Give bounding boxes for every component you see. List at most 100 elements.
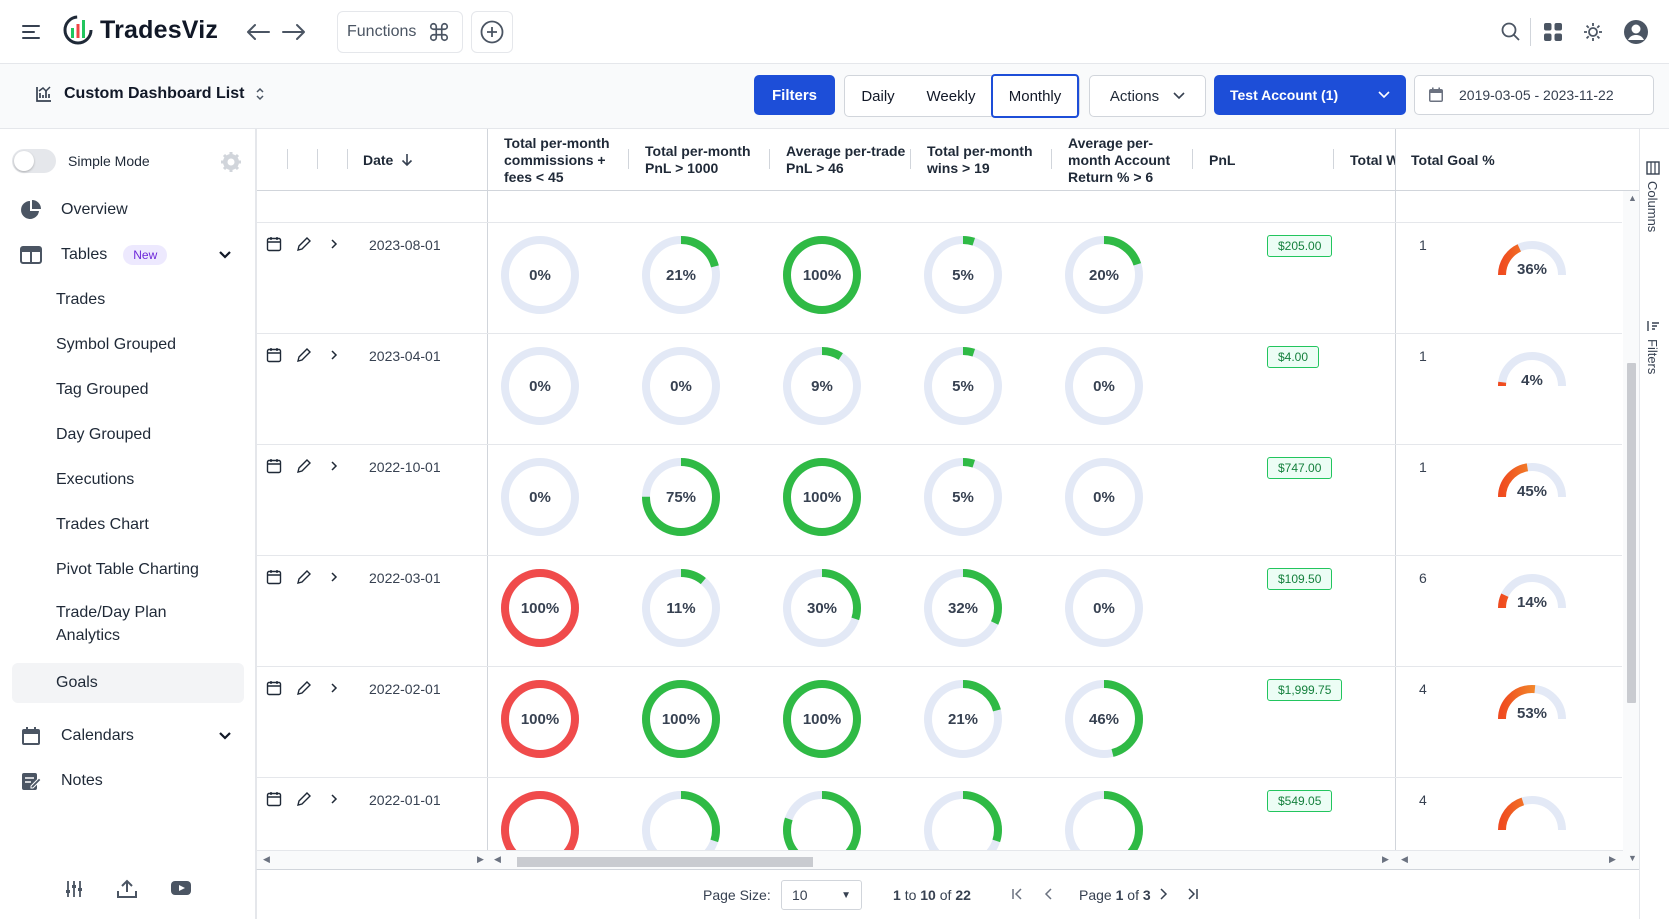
donut-track: [501, 458, 579, 536]
edit-pencil-icon[interactable]: [295, 679, 313, 697]
column-header-pnl[interactable]: PnL: [1209, 151, 1236, 168]
dashboard-selector[interactable]: Custom Dashboard List: [34, 84, 266, 104]
period-weekly[interactable]: Weekly: [926, 87, 976, 105]
gear-icon[interactable]: [220, 151, 242, 178]
column-header-pnl-goal[interactable]: Total per-month PnL > 1000: [645, 143, 751, 176]
vertical-scrollbar[interactable]: ▲ ▼: [1623, 191, 1640, 869]
donut-ring: [1065, 791, 1143, 850]
table-row: 2022-01-01 $549.05 4: [257, 778, 1622, 850]
column-header-date[interactable]: Date: [347, 129, 487, 191]
pnl-badge: $747.00: [1267, 457, 1333, 479]
edit-pencil-icon[interactable]: [295, 457, 313, 475]
filters-panel-tab[interactable]: Filters: [1645, 319, 1660, 374]
app-logo[interactable]: TradesViz: [62, 14, 218, 46]
donut-arc: [1065, 680, 1143, 758]
forward-arrow-icon[interactable]: [279, 18, 309, 46]
table-row-partial: [257, 191, 1622, 223]
donut-label: 100%: [520, 710, 560, 728]
expand-chevron-icon[interactable]: [325, 790, 343, 808]
sidebar-item-goals[interactable]: Goals: [12, 663, 244, 703]
next-page-icon[interactable]: [1153, 883, 1173, 905]
period-daily[interactable]: Daily: [861, 87, 895, 105]
column-header-commissions-goal[interactable]: Total per-month commissions + fees < 45: [504, 134, 610, 185]
calendar-icon[interactable]: [265, 568, 283, 586]
sidebar-item-tables[interactable]: Tables New: [12, 235, 244, 275]
total-goal-gauge: 53%: [1492, 681, 1572, 727]
sidebar-item-day-grouped[interactable]: Day Grouped: [56, 426, 152, 443]
theme-sun-icon[interactable]: [1582, 18, 1604, 46]
youtube-icon[interactable]: [170, 879, 192, 904]
expand-chevron-icon[interactable]: [325, 457, 343, 475]
gauge-arc: [1498, 796, 1566, 831]
add-button[interactable]: [471, 11, 513, 53]
sidebar-item-tag-grouped[interactable]: Tag Grouped: [56, 381, 149, 398]
calendar-icon[interactable]: [265, 790, 283, 808]
sidebar-item-pivot-table-charting[interactable]: Pivot Table Charting: [56, 561, 199, 578]
donut-track: [1065, 347, 1143, 425]
cell-total-w: 1: [1419, 459, 1427, 475]
edit-pencil-icon[interactable]: [295, 568, 313, 586]
sidebar-item-calendars[interactable]: Calendars: [12, 716, 244, 756]
column-header-avg-trade-pnl-goal[interactable]: Average per-trade PnL > 46: [786, 143, 906, 176]
apps-grid-icon[interactable]: [1543, 18, 1563, 46]
column-header-total-goal[interactable]: Total Goal %: [1411, 151, 1495, 168]
upload-icon[interactable]: [116, 879, 138, 904]
back-arrow-icon[interactable]: [243, 18, 273, 46]
date-range-picker[interactable]: 2019-03-05 - 2023-11-22: [1414, 75, 1654, 115]
previous-page-icon[interactable]: [1039, 883, 1059, 905]
gauge-arc: [1498, 241, 1566, 276]
functions-button[interactable]: Functions: [337, 11, 463, 53]
edit-pencil-icon[interactable]: [295, 790, 313, 808]
last-page-icon[interactable]: [1183, 883, 1203, 905]
sidebar-item-trade-day-plan-analytics[interactable]: Trade/Day Plan Analytics: [56, 604, 167, 644]
donut-track: [1065, 569, 1143, 647]
filters-button[interactable]: Filters: [754, 75, 835, 115]
cell-date: 2022-01-01: [369, 792, 441, 808]
chevron-down-icon[interactable]: [218, 728, 232, 746]
columns-panel-tab[interactable]: Columns: [1645, 161, 1660, 232]
chevron-down-icon[interactable]: [218, 247, 232, 265]
column-header-wins-goal[interactable]: Total per-month wins > 19: [927, 143, 1033, 176]
edit-pencil-icon[interactable]: [295, 346, 313, 364]
user-avatar-icon[interactable]: [1623, 18, 1649, 46]
top-divider: [1530, 18, 1531, 46]
column-header-total-w[interactable]: Total W: [1350, 151, 1395, 168]
page-size-select[interactable]: 10 ▼: [781, 880, 862, 910]
grid-header: Date Total per-month commissions + fees …: [257, 129, 1640, 191]
total-goal-gauge: [1492, 792, 1572, 838]
row-actions: [265, 679, 343, 697]
hamburger-menu-icon[interactable]: [20, 21, 42, 43]
simple-mode-toggle[interactable]: [12, 149, 56, 173]
chevron-down-icon: [1173, 92, 1185, 100]
horizontal-scrollbar[interactable]: ◀ ▶ ◀ ▶ ◀ ▶: [257, 850, 1623, 869]
sidebar-item-label: Tables: [61, 246, 108, 263]
donut-label: 0%: [529, 377, 551, 395]
calendar-icon[interactable]: [265, 235, 283, 253]
search-icon[interactable]: [1500, 18, 1522, 46]
expand-chevron-icon[interactable]: [325, 235, 343, 253]
calendar-icon[interactable]: [265, 346, 283, 364]
sidebar-item-label: Overview: [61, 201, 128, 218]
sidebar-item-overview[interactable]: Overview: [12, 190, 244, 230]
period-monthly[interactable]: Monthly: [991, 74, 1079, 118]
account-selector[interactable]: Test Account (1): [1214, 75, 1406, 115]
sliders-icon[interactable]: [64, 879, 84, 904]
actions-dropdown[interactable]: Actions: [1089, 75, 1206, 117]
calendar-icon[interactable]: [265, 457, 283, 475]
first-page-icon[interactable]: [1007, 883, 1027, 905]
row-actions: [265, 790, 343, 808]
edit-pencil-icon[interactable]: [295, 235, 313, 253]
sidebar-item-symbol-grouped[interactable]: Symbol Grouped: [56, 336, 177, 353]
sidebar-item-executions[interactable]: Executions: [56, 471, 135, 488]
expand-chevron-icon[interactable]: [325, 679, 343, 697]
expand-chevron-icon[interactable]: [325, 568, 343, 586]
vertical-scroll-thumb[interactable]: [1627, 363, 1636, 703]
column-header-account-return-goal[interactable]: Average per-month Account Return % > 6: [1068, 134, 1171, 185]
sidebar-item-trades-chart[interactable]: Trades Chart: [56, 516, 149, 533]
calendar-icon[interactable]: [265, 679, 283, 697]
sidebar-item-notes[interactable]: Notes: [12, 761, 244, 801]
expand-chevron-icon[interactable]: [325, 346, 343, 364]
pnl-badge: $549.05: [1267, 790, 1333, 812]
sidebar-item-trades[interactable]: Trades: [56, 291, 106, 308]
horizontal-scroll-thumb[interactable]: [517, 857, 813, 867]
